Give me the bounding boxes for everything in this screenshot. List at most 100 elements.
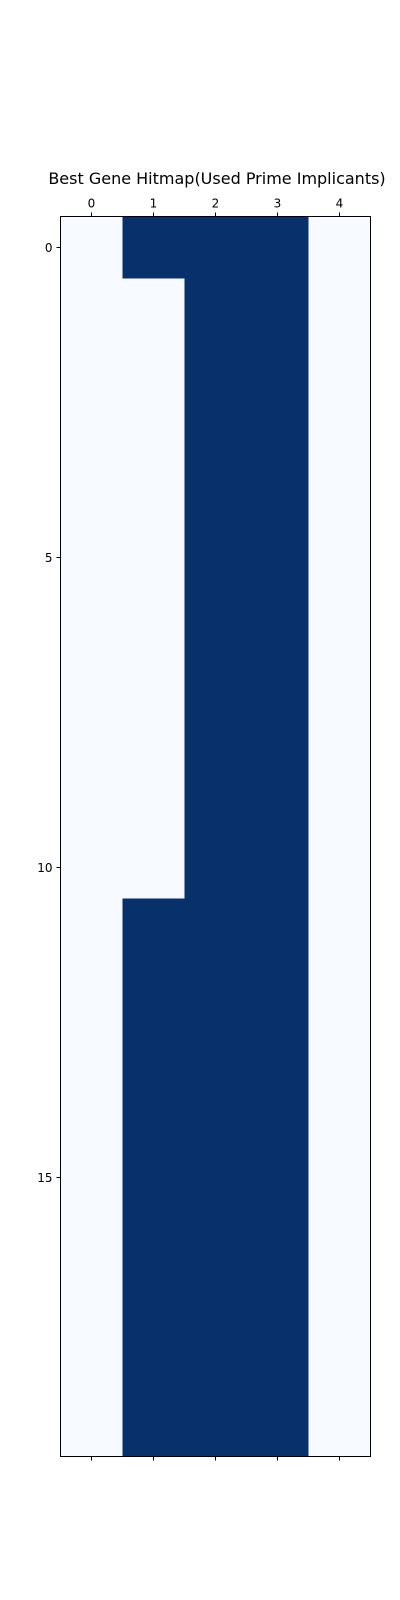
x-axis-top-ticks: 0 1 2 3 4 <box>88 197 344 217</box>
heatmap-cell-r12-c0 <box>60 960 123 1023</box>
heatmap-cell-r12-c1 <box>122 960 185 1023</box>
heatmap-cell-r3-c1 <box>122 402 185 465</box>
y-axis-ticks: 0 5 10 15 <box>37 241 61 1185</box>
heatmap-cell-r3-c2 <box>184 402 247 465</box>
heatmap-cell-r6-c2 <box>184 588 247 651</box>
heatmap-cell-r16-c2 <box>184 1208 247 1271</box>
heatmap-cell-r15-c1 <box>122 1146 185 1209</box>
heatmap-cell-r9-c0 <box>60 774 123 837</box>
heatmap-cell-r8-c0 <box>60 712 123 775</box>
heatmap-cell-r18-c3 <box>246 1332 309 1395</box>
heatmap-cell-r12-c2 <box>184 960 247 1023</box>
x-tick-label-2: 2 <box>212 197 220 211</box>
heatmap-cell-r17-c4 <box>308 1270 371 1333</box>
heatmap-cell-r11-c4 <box>308 898 371 961</box>
heatmap-cell-r17-c3 <box>246 1270 309 1333</box>
heatmap-cell-r14-c1 <box>122 1084 185 1147</box>
heatmap-cell-r18-c4 <box>308 1332 371 1395</box>
x-axis-bottom-ticks <box>91 1456 340 1461</box>
heatmap-cell-r8-c2 <box>184 712 247 775</box>
heatmap-cell-r3-c0 <box>60 402 123 465</box>
heatmap-cell-r0-c0 <box>60 216 123 279</box>
heatmap-cell-r16-c0 <box>60 1208 123 1271</box>
heatmap-cell-r3-c3 <box>246 402 309 465</box>
heatmap-cell-r6-c1 <box>122 588 185 651</box>
heatmap-cell-r4-c1 <box>122 464 185 527</box>
heatmap-cell-r10-c3 <box>246 836 309 899</box>
heatmap-cell-r19-c3 <box>246 1394 309 1457</box>
y-tick-label-5: 5 <box>45 551 53 565</box>
heatmap-cell-r19-c2 <box>184 1394 247 1457</box>
heatmap-cell-r12-c4 <box>308 960 371 1023</box>
heatmap-cell-r13-c1 <box>122 1022 185 1085</box>
heatmap-cell-r11-c3 <box>246 898 309 961</box>
heatmap-cell-r9-c2 <box>184 774 247 837</box>
heatmap-cell-r14-c3 <box>246 1084 309 1147</box>
heatmap-cell-r7-c0 <box>60 650 123 713</box>
heatmap-cell-r16-c3 <box>246 1208 309 1271</box>
heatmap-cell-r7-c1 <box>122 650 185 713</box>
heatmap-cell-r0-c4 <box>308 216 371 279</box>
heatmap-cell-r17-c2 <box>184 1270 247 1333</box>
heatmap-cell-r14-c2 <box>184 1084 247 1147</box>
heatmap-cell-r13-c4 <box>308 1022 371 1085</box>
heatmap-cell-r4-c4 <box>308 464 371 527</box>
heatmap-cell-r1-c2 <box>184 278 247 341</box>
heatmap-cell-r0-c2 <box>184 216 247 279</box>
heatmap-cells <box>60 216 371 1457</box>
heatmap-cell-r19-c1 <box>122 1394 185 1457</box>
heatmap-cell-r2-c3 <box>246 340 309 403</box>
plot-frame <box>60 216 371 1457</box>
heatmap-cell-r11-c0 <box>60 898 123 961</box>
heatmap-cell-r3-c4 <box>308 402 371 465</box>
heatmap-cell-r2-c0 <box>60 340 123 403</box>
heatmap-cell-r13-c3 <box>246 1022 309 1085</box>
x-tick-label-4: 4 <box>336 197 344 211</box>
y-tick-label-10: 10 <box>37 861 52 875</box>
heatmap-cell-r17-c1 <box>122 1270 185 1333</box>
heatmap-cell-r13-c0 <box>60 1022 123 1085</box>
x-tick-label-3: 3 <box>274 197 282 211</box>
heatmap-cell-r2-c4 <box>308 340 371 403</box>
heatmap-cell-r19-c0 <box>60 1394 123 1457</box>
heatmap-cell-r10-c2 <box>184 836 247 899</box>
heatmap-cell-r18-c0 <box>60 1332 123 1395</box>
x-tick-label-0: 0 <box>88 197 96 211</box>
heatmap-cell-r5-c3 <box>246 526 309 589</box>
heatmap-cell-r1-c4 <box>308 278 371 341</box>
heatmap-cell-r13-c2 <box>184 1022 247 1085</box>
heatmap-cell-r14-c4 <box>308 1084 371 1147</box>
chart-title: Best Gene Hitmap(Used Prime Implicants) <box>48 169 385 188</box>
heatmap-cell-r5-c4 <box>308 526 371 589</box>
heatmap-cell-r14-c0 <box>60 1084 123 1147</box>
heatmap-cell-r8-c4 <box>308 712 371 775</box>
heatmap-cell-r1-c1 <box>122 278 185 341</box>
heatmap-cell-r16-c1 <box>122 1208 185 1271</box>
heatmap-cell-r4-c2 <box>184 464 247 527</box>
heatmap-cell-r8-c3 <box>246 712 309 775</box>
heatmap-cell-r1-c0 <box>60 278 123 341</box>
heatmap-cell-r7-c4 <box>308 650 371 713</box>
heatmap-cell-r12-c3 <box>246 960 309 1023</box>
heatmap-cell-r16-c4 <box>308 1208 371 1271</box>
heatmap-cell-r18-c1 <box>122 1332 185 1395</box>
heatmap-cell-r7-c2 <box>184 650 247 713</box>
heatmap-cell-r18-c2 <box>184 1332 247 1395</box>
heatmap-cell-r10-c1 <box>122 836 185 899</box>
heatmap-cell-r0-c3 <box>246 216 309 279</box>
heatmap-cell-r5-c2 <box>184 526 247 589</box>
heatmap-cell-r9-c1 <box>122 774 185 837</box>
heatmap-cell-r5-c1 <box>122 526 185 589</box>
heatmap-cell-r17-c0 <box>60 1270 123 1333</box>
heatmap-cell-r2-c1 <box>122 340 185 403</box>
heatmap-cell-r4-c0 <box>60 464 123 527</box>
heatmap-cell-r6-c3 <box>246 588 309 651</box>
heatmap-cell-r15-c4 <box>308 1146 371 1209</box>
heatmap-cell-r15-c2 <box>184 1146 247 1209</box>
heatmap-cell-r15-c0 <box>60 1146 123 1209</box>
heatmap-cell-r4-c3 <box>246 464 309 527</box>
heatmap-cell-r6-c0 <box>60 588 123 651</box>
heatmap-cell-r1-c3 <box>246 278 309 341</box>
heatmap-cell-r9-c4 <box>308 774 371 837</box>
